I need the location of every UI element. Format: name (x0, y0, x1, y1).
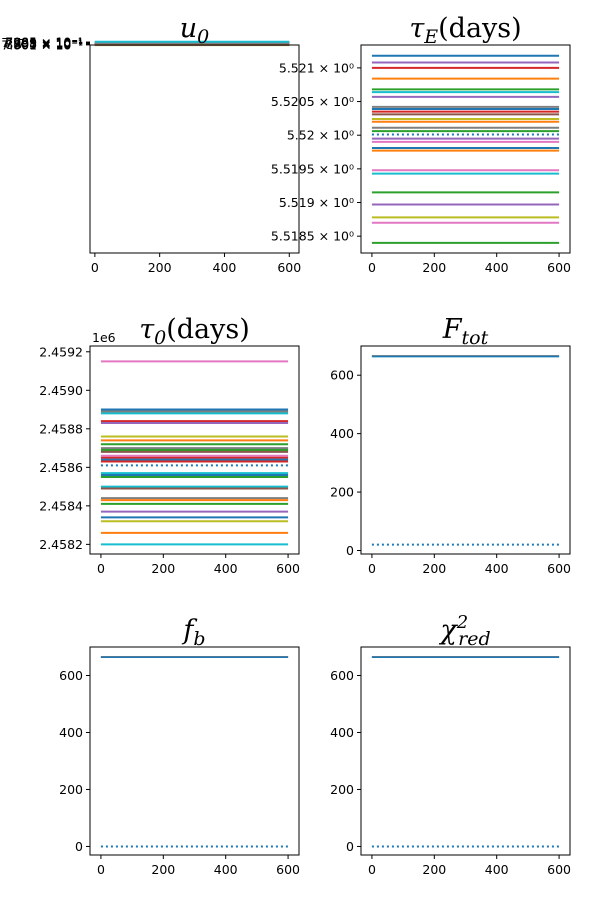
y-tick-label: 7.801 × 10⁻¹ (1, 37, 83, 52)
y-tick-label: 0 (346, 543, 354, 558)
y-tick-label: 2.4582 (39, 537, 83, 552)
subplot-6: 0 200 400 600 0 200 400 600 χ2 red (330, 612, 571, 877)
x-tick-label: 400 (214, 561, 238, 576)
axes-frame (89, 345, 300, 555)
y-tick-label: 7.8 × 10⁻¹ (17, 36, 83, 51)
subplot-title: τ0(days) (139, 314, 250, 349)
x-tick-label: 0 (97, 862, 105, 877)
axes-frame (89, 44, 300, 254)
y-tick-label: 2.4584 (39, 498, 83, 513)
x-tick-label: 400 (485, 561, 509, 576)
subplot-3: 0 200 400 600 2.4582 2.4584 2.4586 2.4588 2.4590… (39, 314, 300, 576)
y-tick-label: 200 (330, 782, 354, 797)
y-tick-label: 8005 × 10⁻¹ (5, 37, 83, 52)
x-tick-label: 600 (277, 260, 301, 275)
x-tick-label: 200 (151, 561, 175, 576)
axes-frame (360, 646, 571, 856)
subplot-5: 0 200 400 600 0 200 400 600 fb (59, 615, 300, 877)
x-tick-label: 0 (368, 260, 376, 275)
axes-frame (89, 646, 300, 856)
subplot-2: 0 200 400 600 5.521 × 10⁰ 5.5205 × 10⁰ 5.52 × … (271, 13, 571, 275)
y-tick-label: 7985 × 10⁻¹ (5, 35, 83, 50)
subplot-title: fb (181, 615, 205, 650)
x-tick-label: 200 (151, 862, 175, 877)
y-tick-label: 400 (330, 426, 354, 441)
y-tick-label: 0 (75, 839, 83, 854)
y-tick-label: 2.4586 (39, 460, 83, 475)
axis-offset-label: 1e6 (92, 330, 116, 345)
y-tick-label: 600 (330, 668, 354, 683)
x-tick-label: 0 (97, 561, 105, 576)
y-tick-label: 5.5195 × 10⁰ (271, 161, 354, 176)
x-tick-label: 600 (547, 260, 571, 275)
x-tick-label: 400 (485, 862, 509, 877)
subplot-title: Ftot (442, 314, 489, 349)
y-tick-label: 600 (59, 668, 83, 683)
y-tick-label: 5.5205 × 10⁰ (271, 94, 354, 109)
subplot-4: 0 200 400 600 0 200 400 600 Ftot (330, 314, 571, 576)
subplot-title: χ2 red (438, 612, 490, 650)
y-tick-label: 5.521 × 10⁰ (279, 60, 354, 75)
x-tick-label: 400 (213, 260, 237, 275)
x-tick-label: 0 (368, 561, 376, 576)
x-tick-label: 200 (422, 862, 446, 877)
x-tick-label: 400 (214, 862, 238, 877)
y-tick-label: 2.4590 (39, 383, 83, 398)
axes-frame (360, 44, 571, 254)
y-tick-label: 200 (330, 485, 354, 500)
x-tick-label: 600 (547, 561, 571, 576)
y-tick-label: 400 (330, 725, 354, 740)
y-tick-label: 2.4588 (39, 421, 83, 436)
x-tick-label: 200 (422, 561, 446, 576)
x-tick-label: 0 (368, 862, 376, 877)
y-tick-label: 400 (59, 725, 83, 740)
axes-frame (360, 345, 571, 555)
x-tick-label: 200 (422, 260, 446, 275)
y-tick-label: 600 (330, 368, 354, 383)
x-tick-label: 200 (148, 260, 172, 275)
x-tick-label: 600 (276, 862, 300, 877)
subplot-title: τE(days) (409, 13, 521, 48)
y-tick-label: 7.799 × 10⁻¹ (1, 35, 83, 50)
x-tick-label: 400 (485, 260, 509, 275)
y-tick-label: 5.519 × 10⁰ (279, 195, 354, 210)
y-tick-label: 5.5185 × 10⁰ (271, 229, 354, 244)
x-tick-label: 0 (91, 260, 99, 275)
subplot-title: u0 (180, 13, 209, 48)
y-tick-label: 7995 × 10⁻¹ (5, 36, 83, 51)
y-tick-label: 200 (59, 782, 83, 797)
x-tick-label: 600 (547, 862, 571, 877)
y-tick-label: 5.52 × 10⁰ (287, 128, 354, 143)
x-tick-label: 600 (276, 561, 300, 576)
y-tick-label: 2.4592 (39, 344, 83, 359)
y-tick-label: 0 (346, 839, 354, 854)
